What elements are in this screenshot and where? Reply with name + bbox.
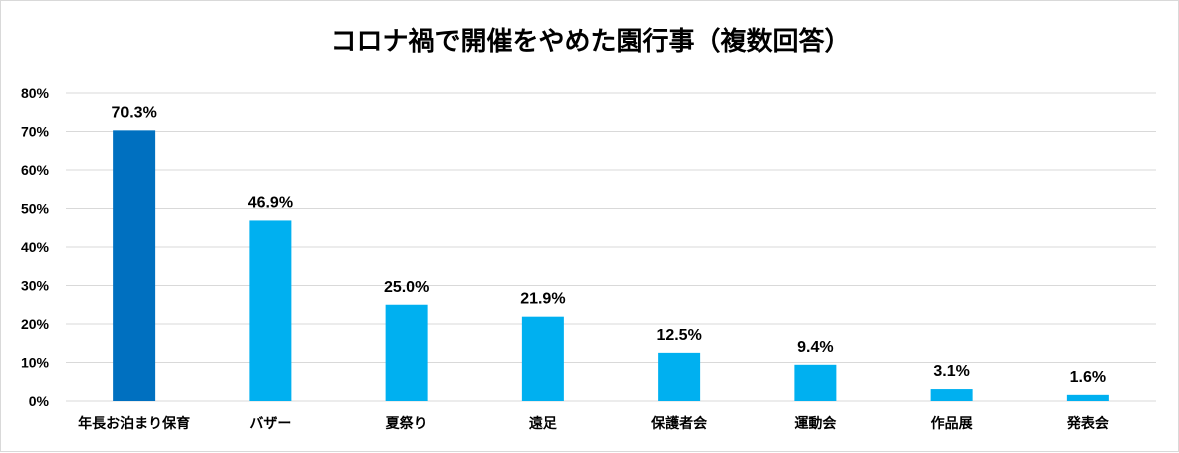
data-label: 21.9% xyxy=(520,291,565,308)
data-label: 70.3% xyxy=(111,104,156,121)
x-tick-label: 夏祭り xyxy=(386,415,428,432)
bar xyxy=(385,304,428,401)
bar xyxy=(521,316,564,401)
bar xyxy=(1066,394,1109,401)
y-tick-label: 70% xyxy=(21,124,50,140)
bar xyxy=(930,389,973,401)
chart-title: コロナ禍で開催をやめた園行事（複数回答） xyxy=(330,27,851,57)
data-label: 3.1% xyxy=(933,363,969,380)
data-label: 1.6% xyxy=(1070,369,1106,386)
data-label: 9.4% xyxy=(797,339,833,356)
y-tick-label: 20% xyxy=(21,316,50,332)
bar xyxy=(249,220,292,401)
y-tick-label: 30% xyxy=(21,278,50,294)
y-tick-label: 60% xyxy=(21,162,50,178)
y-tick-label: 50% xyxy=(21,201,50,217)
data-label: 25.0% xyxy=(384,279,429,296)
bar xyxy=(113,130,156,401)
x-tick-label: 保護者会 xyxy=(650,415,708,432)
bar xyxy=(794,364,837,401)
y-tick-label: 0% xyxy=(29,393,50,409)
x-tick-label: 年長お泊まり保育 xyxy=(78,415,190,432)
y-tick-label: 10% xyxy=(21,355,50,371)
data-label: 12.5% xyxy=(656,327,701,344)
y-tick-label: 40% xyxy=(21,239,50,255)
bar xyxy=(658,352,701,401)
y-tick-label: 80% xyxy=(21,85,50,101)
x-tick-label: 遠足 xyxy=(529,415,558,432)
x-tick-label: 運動会 xyxy=(794,415,837,432)
data-label: 46.9% xyxy=(248,194,293,211)
x-tick-label: 作品展 xyxy=(931,415,973,432)
x-tick-label: 発表会 xyxy=(1066,415,1110,432)
x-tick-label: バザー xyxy=(249,416,291,432)
